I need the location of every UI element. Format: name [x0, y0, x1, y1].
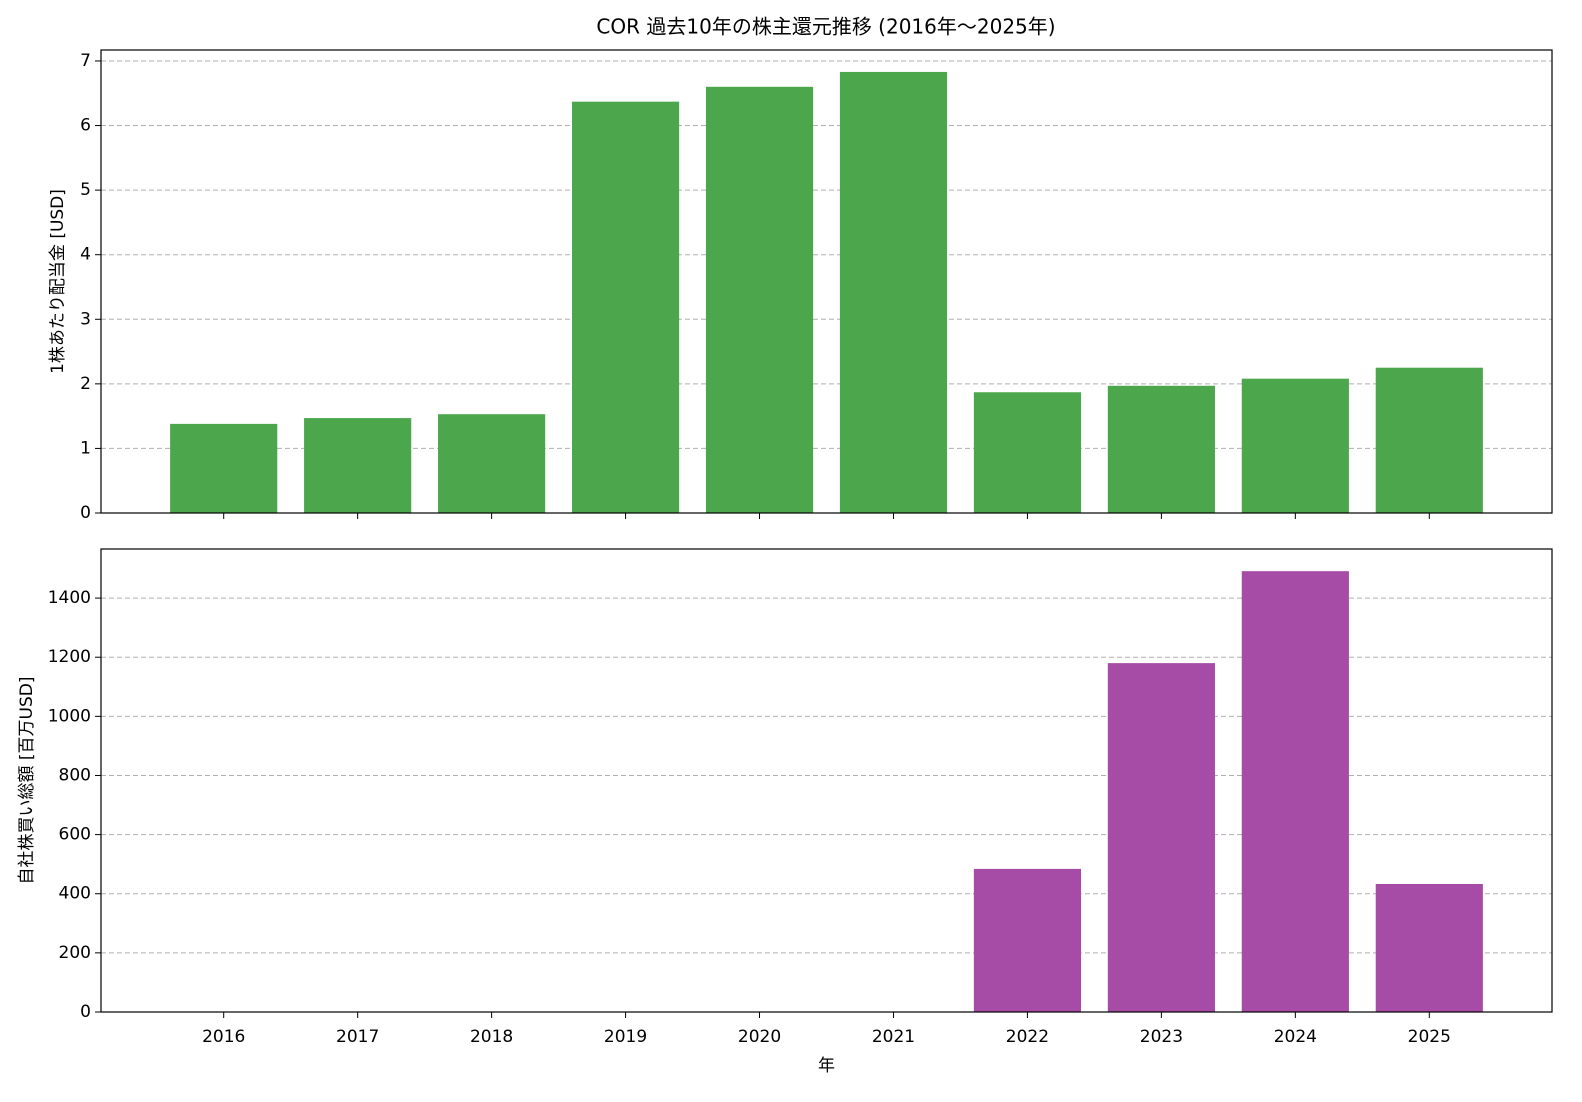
y-axis-label: 1株あたり配当金 [USD] — [48, 189, 68, 374]
y-tick-label: 5 — [80, 180, 91, 200]
bar — [1375, 883, 1483, 1012]
y-tick-label: 0 — [80, 503, 91, 523]
bar — [839, 71, 948, 513]
plot-frame — [100, 548, 1553, 1013]
y-tick-label: 600 — [59, 825, 91, 845]
x-tick-label: 2019 — [604, 1027, 647, 1047]
bar — [304, 418, 412, 513]
bar — [1241, 571, 1349, 1012]
y-tick-label: 4 — [80, 245, 91, 265]
y-tick-label: 200 — [59, 943, 91, 963]
bar — [1375, 367, 1483, 513]
y-tick-label: 1200 — [48, 647, 91, 667]
y-tick-label: 3 — [80, 309, 91, 329]
y-tick-label: 1 — [80, 438, 91, 458]
y-tick-label: 800 — [59, 765, 91, 785]
bar — [973, 868, 1082, 1012]
y-tick-label: 0 — [80, 1002, 91, 1022]
x-tick-label: 2016 — [202, 1027, 245, 1047]
bar — [973, 392, 1082, 513]
x-tick-label: 2017 — [336, 1027, 379, 1047]
y-tick-label: 2 — [80, 374, 91, 394]
y-axis-label: 自社株買い総額 [百万USD] — [17, 677, 37, 885]
bar — [1107, 385, 1215, 513]
bar — [571, 101, 680, 513]
x-tick-label: 2024 — [1274, 1027, 1317, 1047]
y-tick-label: 7 — [80, 51, 91, 71]
bar — [170, 423, 278, 513]
x-tick-label: 2018 — [470, 1027, 513, 1047]
x-axis-label: 年 — [818, 1056, 835, 1076]
chart-title: COR 過去10年の株主還元推移 (2016年～2025年) — [596, 15, 1055, 39]
bar — [438, 414, 546, 513]
x-tick-label: 2025 — [1408, 1027, 1451, 1047]
bar — [1241, 378, 1349, 513]
x-tick-label: 2023 — [1140, 1027, 1183, 1047]
plot-frame — [100, 49, 1553, 514]
y-tick-label: 400 — [59, 884, 91, 904]
bar — [705, 86, 814, 514]
x-tick-label: 2022 — [1006, 1027, 1049, 1047]
bar — [1107, 663, 1215, 1012]
y-tick-label: 1000 — [48, 706, 91, 726]
y-tick-label: 1400 — [48, 588, 91, 608]
x-tick-label: 2020 — [738, 1027, 781, 1047]
y-tick-label: 6 — [80, 116, 91, 136]
x-tick-label: 2021 — [872, 1027, 915, 1047]
